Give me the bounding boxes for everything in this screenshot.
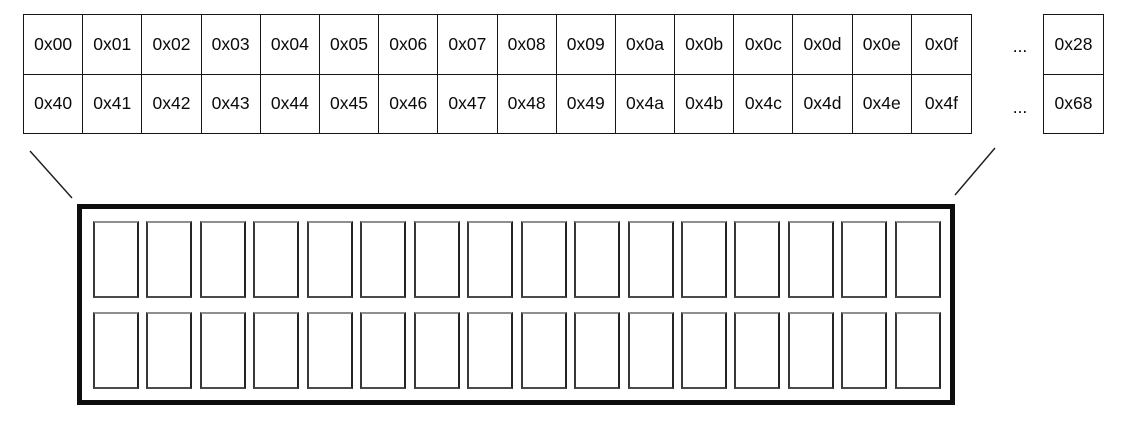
slot-cell <box>199 221 246 298</box>
slot-cell <box>627 312 674 389</box>
slot-cell <box>93 221 139 298</box>
detail-row-0 <box>93 221 941 298</box>
address-cell-1-10: 0x4a <box>616 74 676 134</box>
address-cell-1-11: 0x4b <box>675 74 735 134</box>
left-connector-line <box>29 150 73 199</box>
address-cell-0-5: 0x05 <box>320 15 380 74</box>
address-cell-0-11: 0x0b <box>675 15 735 74</box>
overflow-cell-bottom: 0x68 <box>1044 73 1103 134</box>
slot-cell <box>253 221 300 298</box>
slot-cell <box>306 221 353 298</box>
address-cell-1-12: 0x4c <box>734 74 794 134</box>
slot-cell <box>841 312 888 389</box>
ellipsis-row-0: ... <box>1012 36 1028 56</box>
slot-cell <box>146 312 193 389</box>
address-cell-1-15: 0x4f <box>924 93 958 114</box>
slot-cell <box>93 312 139 389</box>
slot-cell <box>680 221 727 298</box>
address-cell-1-6: 0x46 <box>379 74 439 134</box>
slot-cell <box>574 312 621 389</box>
slot-cell <box>413 312 460 389</box>
address-cell-1-3: 0x43 <box>202 74 261 134</box>
detail-box <box>77 204 955 405</box>
ellipsis-row-1: ... <box>1012 97 1028 117</box>
address-cell-0-9: 0x09 <box>557 15 616 74</box>
slot-cell <box>146 221 193 298</box>
slot-cell <box>574 221 621 298</box>
address-cell-1-2: 0x42 <box>142 74 202 134</box>
slot-cell <box>199 312 246 389</box>
detail-row-1 <box>93 312 941 389</box>
address-cell-1-4: 0x44 <box>261 74 320 134</box>
slot-cell <box>253 312 300 389</box>
address-table: 0x00 0x01 0x02 0x03 0x04 0x05 0x06 0x07 0x08 0x09… <box>23 14 972 135</box>
address-cell-1-7: 0x47 <box>438 74 498 134</box>
slot-cell <box>467 312 514 389</box>
slot-cell <box>467 221 514 298</box>
address-row-0: 0x00 0x01 0x02 0x03 0x04 0x05 0x06 0x07 0x08 0x09… <box>24 15 971 74</box>
slot-cell <box>787 312 834 389</box>
overflow-cell-top: 0x28 <box>1054 33 1093 54</box>
slot-cell <box>680 312 727 389</box>
address-cell-1-9: 0x49 <box>557 74 616 134</box>
address-cell-1-1: 0x41 <box>83 74 143 134</box>
address-row-1: 0x40 0x41 0x42 0x43 0x44 0x45 0x46 0x47 0x48 0x49… <box>24 73 971 134</box>
slot-cell <box>520 221 567 298</box>
overflow-address-table: 0x28 0x68 <box>1043 14 1104 135</box>
address-cell-0-14: 0x0e <box>853 15 912 74</box>
address-cell-0-2: 0x02 <box>142 15 202 74</box>
address-cell-0-15: 0x0f <box>924 33 958 54</box>
right-connector-line <box>954 147 996 196</box>
slot-cell <box>413 221 460 298</box>
address-cell-0-0: 0x00 <box>24 15 84 74</box>
address-cell-0-6: 0x06 <box>379 15 439 74</box>
address-cell-0-7: 0x07 <box>438 15 498 74</box>
address-cell-1-5: 0x45 <box>320 74 380 134</box>
slot-cell <box>787 221 834 298</box>
slot-cell <box>627 221 674 298</box>
address-cell-0-13: 0x0d <box>793 15 853 74</box>
slot-cell <box>841 221 888 298</box>
address-cell-0-12: 0x0c <box>734 15 794 74</box>
slot-cell <box>360 221 407 298</box>
slot-cell <box>734 221 781 298</box>
address-cell-0-8: 0x08 <box>498 15 557 74</box>
slot-cell <box>894 312 941 389</box>
address-cell-1-0: 0x40 <box>24 74 84 134</box>
slot-cell <box>734 312 781 389</box>
slot-cell <box>360 312 407 389</box>
address-cell-0-1: 0x01 <box>83 15 143 74</box>
address-cell-0-4: 0x04 <box>261 15 320 74</box>
slot-cell <box>520 312 567 389</box>
address-cell-1-8: 0x48 <box>498 74 557 134</box>
address-cell-1-14: 0x4e <box>853 74 912 134</box>
address-cell-0-10: 0x0a <box>616 15 676 74</box>
slot-cell <box>306 312 353 389</box>
address-cell-1-13: 0x4d <box>793 74 853 134</box>
address-cell-0-3: 0x03 <box>202 15 261 74</box>
slot-cell <box>894 221 941 298</box>
